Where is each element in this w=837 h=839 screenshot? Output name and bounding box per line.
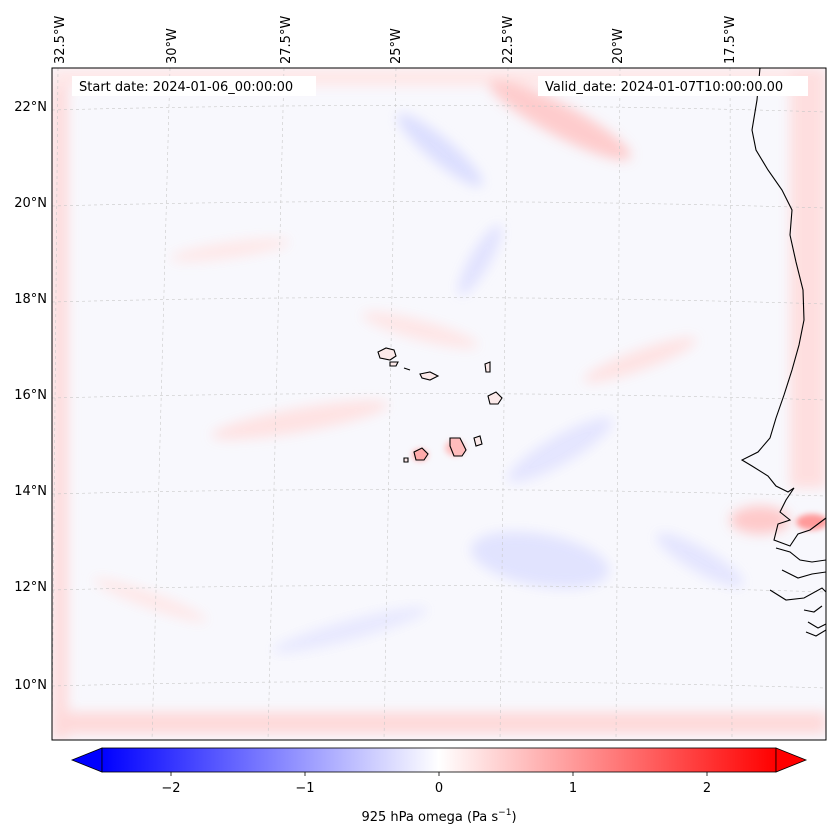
colorbar-label: 925 hPa omega (Pa s−1) [361, 808, 516, 825]
lon-label: 32.5°W [53, 16, 68, 64]
cape-verde-islands [377, 347, 503, 463]
colorbar-tick: 1 [569, 781, 577, 796]
lat-label: 20°N [14, 196, 47, 211]
lat-label: 18°N [14, 292, 47, 307]
colorbar-tick: −1 [295, 781, 314, 796]
lon-label: 27.5°W [279, 16, 294, 64]
valid-date-label: Valid_date: 2024-01-07T10:00:00.00 [545, 80, 783, 95]
colorbar-extend-high [775, 747, 808, 773]
lat-label: 10°N [14, 678, 47, 693]
start-date-label: Start date: 2024-01-06_00:00:00 [79, 80, 293, 95]
lon-label: 22.5°W [501, 16, 516, 64]
longitude-labels: 32.5°W 30°W 27.5°W 25°W 22.5°W 20°W 17.5… [53, 16, 738, 64]
latitude-labels: 22°N 20°N 18°N 16°N 14°N 12°N 10°N [14, 100, 47, 693]
lat-label: 16°N [14, 388, 47, 403]
coastline [740, 68, 826, 637]
lon-label: 17.5°W [723, 16, 738, 64]
colorbar-extend-low [70, 747, 103, 773]
lat-label: 22°N [14, 100, 47, 115]
colorbar-tick: −2 [161, 781, 180, 796]
map-frame [51, 67, 827, 741]
colorbar: −2 −1 0 1 2 925 hPa omega (Pa s−1) [70, 747, 808, 825]
colorbar-tick: 2 [703, 781, 711, 796]
lat-label: 14°N [14, 484, 47, 499]
graticule [52, 68, 826, 740]
lat-label: 12°N [14, 580, 47, 595]
omega-field [52, 68, 826, 740]
lon-label: 30°W [165, 28, 180, 64]
colorbar-tick: 0 [435, 781, 443, 796]
colorbar-bar [101, 747, 777, 773]
lon-label: 25°W [389, 28, 404, 64]
lon-label: 20°W [611, 28, 626, 64]
